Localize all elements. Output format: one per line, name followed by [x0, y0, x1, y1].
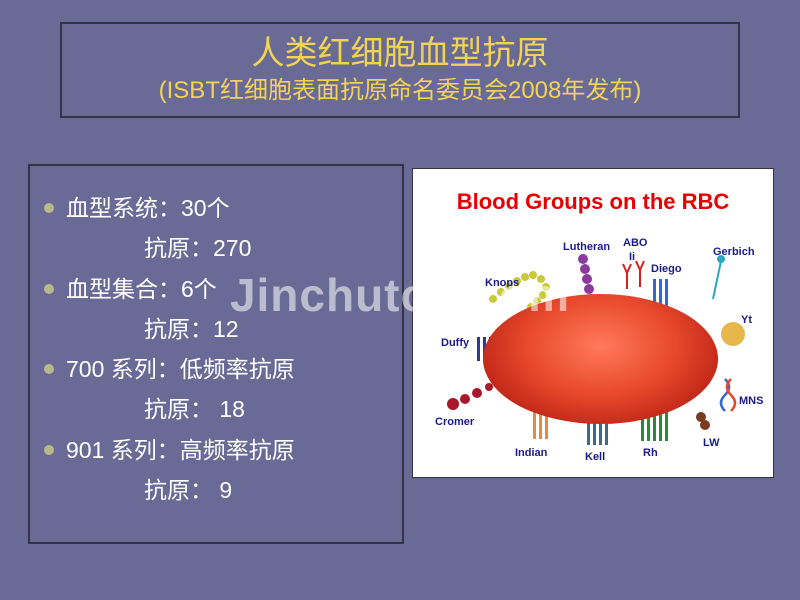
molecule-label: Indian	[515, 447, 547, 459]
lw-protein	[696, 412, 710, 430]
bullet-sub: 抗原： 18	[44, 389, 388, 429]
list-item: 901 系列：高频率抗原	[44, 430, 388, 470]
bullet-label: 901 系列：高频率抗原	[66, 430, 295, 470]
bullet-icon	[44, 445, 54, 455]
bullet-list-box: 血型系统：30个 抗原：270 血型集合：6个 抗原：12 700 系列：低频率…	[28, 164, 404, 544]
molecule-label: Rh	[643, 447, 658, 459]
molecule-label: Kell	[585, 451, 605, 463]
molecule-label: Diego	[651, 263, 682, 275]
molecule-label: Gerbich	[713, 246, 755, 258]
cromer-protein	[447, 383, 493, 410]
molecule-label: Lutheran	[563, 241, 610, 253]
molecule-label: Knops	[485, 277, 519, 289]
bullet-sub: 抗原：12	[44, 309, 388, 349]
mns-protein	[721, 379, 735, 411]
gerbich-protein	[713, 256, 724, 299]
bullet-label: 血型系统：30个	[66, 188, 230, 228]
bullet-icon	[44, 203, 54, 213]
bullet-icon	[44, 364, 54, 374]
diagram-panel: Blood Groups on the RBC	[412, 168, 774, 478]
molecule-label: LW	[703, 437, 720, 449]
molecule-label: Yt	[741, 314, 752, 326]
bullet-sub: 抗原： 9	[44, 470, 388, 510]
bullet-icon	[44, 284, 54, 294]
bullet-label: 700 系列：低频率抗原	[66, 349, 295, 389]
bullet-sub: 抗原：270	[44, 228, 388, 268]
molecule-label: Cromer	[435, 416, 474, 428]
molecule-label: ABO	[623, 237, 647, 249]
title-sub: (ISBT红细胞表面抗原命名委员会2008年发布)	[159, 75, 642, 107]
list-item: 血型集合：6个	[44, 269, 388, 309]
title-main: 人类红细胞血型抗原	[252, 32, 549, 75]
list-item: 血型系统：30个	[44, 188, 388, 228]
title-box: 人类红细胞血型抗原 (ISBT红细胞表面抗原命名委员会2008年发布)	[60, 22, 740, 118]
bullet-label: 血型集合：6个	[66, 269, 217, 309]
molecule-label: Duffy	[441, 337, 469, 349]
red-blood-cell	[483, 294, 718, 424]
abo-antigen	[623, 261, 644, 289]
molecule-label: MNS	[739, 395, 763, 407]
list-item: 700 系列：低频率抗原	[44, 349, 388, 389]
molecule-label: Ii	[629, 251, 635, 263]
